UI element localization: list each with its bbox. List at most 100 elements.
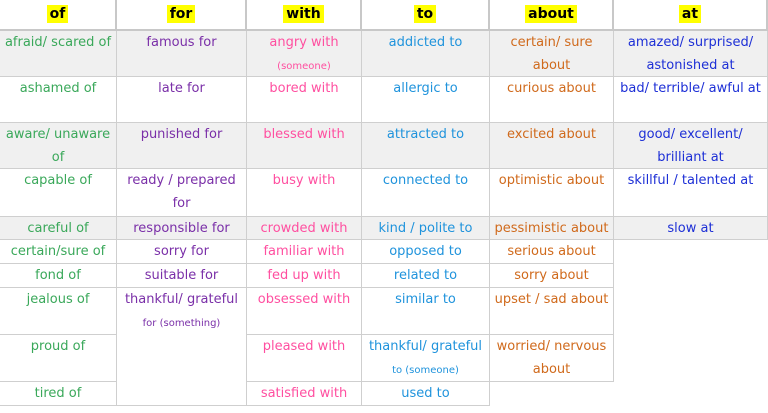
phrase: thankful/ grateful (368, 339, 483, 354)
header-for: for (117, 0, 247, 31)
cell-to: attracted to (362, 123, 490, 169)
phrase: pessimistic about (494, 221, 609, 236)
phrase: late for (158, 81, 205, 96)
phrase-note: for (something) (142, 318, 221, 329)
phrase: upset / sad about (494, 292, 609, 307)
cell-for: suitable for (117, 264, 247, 288)
phrase: punished for (140, 127, 223, 142)
phrase: excited about (507, 127, 596, 142)
cell-for: famous for (117, 31, 247, 77)
phrase: responsible for (133, 221, 230, 236)
cell-about: sorry about (490, 264, 614, 288)
header-at: at (614, 0, 768, 31)
cell-to: thankful/ grateful to (someone) (362, 335, 490, 382)
phrase: allergic to (393, 81, 458, 96)
phrase: proud of (30, 339, 86, 354)
cell-of: tired of (0, 382, 117, 406)
phrase: good/ excellent/ brilliant at (638, 127, 743, 165)
header-about: about (490, 0, 614, 31)
phrase: ashamed of (19, 81, 97, 96)
header-label: to (413, 5, 437, 23)
phrase: skillful / talented at (627, 173, 754, 188)
cell-to: opposed to (362, 240, 490, 264)
cell-of: aware/ unaware of (0, 123, 117, 169)
cell-to: kind / polite to (362, 217, 490, 240)
phrase: satisfied with (260, 386, 348, 401)
phrase: aware/ unaware of (5, 127, 111, 165)
phrase: angry with (269, 35, 339, 50)
cell-of: jealous of (0, 288, 117, 335)
phrase: related to (393, 268, 458, 283)
cell-at: amazed/ surprised/ astonished at (614, 31, 768, 77)
phrase: slow at (667, 221, 714, 236)
phrase: fed up with (267, 268, 341, 283)
cell-of: ashamed of (0, 77, 117, 123)
cell-to: addicted to (362, 31, 490, 77)
cell-with: crowded with (247, 217, 362, 240)
phrase: kind / polite to (378, 221, 473, 236)
cell-with: angry with (someone) (247, 31, 362, 77)
cell-of: afraid/ scared of (0, 31, 117, 77)
phrase: famous for (146, 35, 217, 50)
header-label: about (525, 5, 577, 23)
phrase: sorry about (514, 268, 589, 283)
cell-for: ready / prepared for (117, 169, 247, 217)
cell-of: fond of (0, 264, 117, 288)
phrase: crowded with (260, 221, 348, 236)
cell-to: used to (362, 382, 490, 406)
phrase: opposed to (389, 244, 462, 259)
phrase: addicted to (388, 35, 463, 50)
header-of: of (0, 0, 117, 31)
phrase: used to (401, 386, 450, 401)
phrase: optimistic about (498, 173, 605, 188)
header-label: at (678, 5, 702, 23)
phrase: sorry for (154, 244, 209, 259)
cell-to: connected to (362, 169, 490, 217)
phrase: bored with (269, 81, 339, 96)
phrase: suitable for (144, 268, 219, 283)
phrase: afraid/ scared of (4, 35, 112, 50)
header-label: for (166, 5, 196, 23)
cell-about: excited about (490, 123, 614, 169)
cell-to: allergic to (362, 77, 490, 123)
cell-about: curious about (490, 77, 614, 123)
header-label: of (46, 5, 69, 23)
header-with: with (247, 0, 362, 31)
phrase: similar to (395, 292, 456, 307)
phrase-note: (someone) (277, 61, 331, 72)
cell-for: sorry for (117, 240, 247, 264)
cell-about: certain/ sure about (490, 31, 614, 77)
cell-of: capable of (0, 169, 117, 217)
cell-with: bored with (247, 77, 362, 123)
phrase: blessed with (263, 127, 345, 142)
phrase-note: to (someone) (392, 365, 459, 376)
phrase: obsessed with (257, 292, 351, 307)
phrase: certain/sure of (10, 244, 106, 259)
phrase: tired of (34, 386, 82, 401)
phrase: busy with (272, 173, 336, 188)
phrase: thankful/ grateful (124, 292, 239, 307)
cell-about: serious about (490, 240, 614, 264)
cell-about: upset / sad about (490, 288, 614, 335)
cell-at: skillful / talented at (614, 169, 768, 217)
cell-of: proud of (0, 335, 117, 382)
cell-for: thankful/ grateful for (something) (117, 288, 247, 406)
cell-with: pleased with (247, 335, 362, 382)
phrase: careful of (27, 221, 89, 236)
cell-to: similar to (362, 288, 490, 335)
cell-with: busy with (247, 169, 362, 217)
cell-about: pessimistic about (490, 217, 614, 240)
phrase: familiar with (263, 244, 345, 259)
phrase: pleased with (262, 339, 346, 354)
cell-for: late for (117, 77, 247, 123)
phrase: capable of (24, 173, 92, 188)
cell-at: bad/ terrible/ awful at (614, 77, 768, 123)
phrase: jealous of (26, 292, 90, 307)
phrase: serious about (507, 244, 596, 259)
phrase: attracted to (386, 127, 465, 142)
phrase: certain/ sure about (510, 35, 593, 73)
cell-with: fed up with (247, 264, 362, 288)
cell-for: punished for (117, 123, 247, 169)
phrase: amazed/ surprised/ astonished at (627, 35, 754, 73)
